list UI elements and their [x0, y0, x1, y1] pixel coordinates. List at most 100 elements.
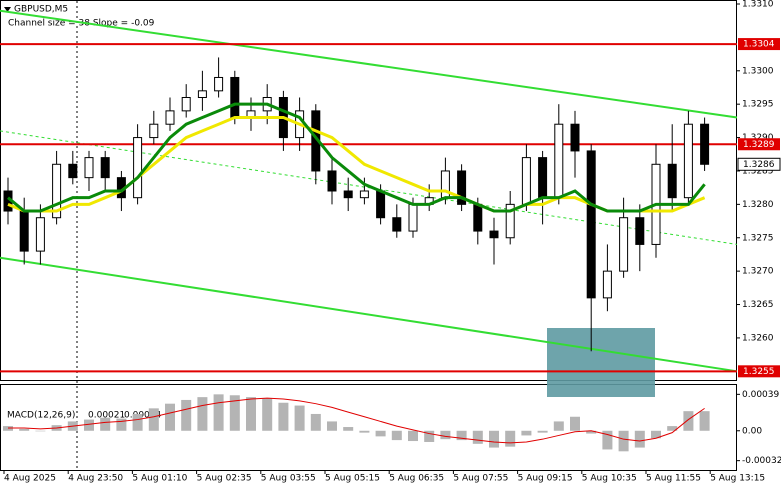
candle-body	[359, 190, 369, 199]
macd-bar	[148, 408, 159, 431]
macd-bar	[440, 430, 451, 440]
candle-body	[505, 203, 515, 239]
last-price-box	[737, 157, 781, 171]
macd-bar	[359, 430, 370, 433]
y-tick-label: 1.3270	[742, 267, 774, 277]
macd-bar	[35, 430, 46, 432]
candle-body	[667, 163, 677, 199]
macd-title: MACD(12,26,9)	[7, 411, 75, 421]
candle-body	[683, 123, 693, 199]
macd-bar	[84, 419, 94, 431]
x-tick-label: 5 Aug 11:55	[646, 474, 701, 484]
level-label-box	[738, 138, 780, 151]
macd-bar	[278, 402, 289, 431]
channel-line	[0, 130, 738, 245]
x-tick-label: 5 Aug 03:55	[261, 474, 316, 484]
moving-average	[7, 102, 706, 213]
candle-body	[602, 270, 612, 299]
y-tick-label: 1.3265	[742, 300, 774, 310]
macd-bar	[100, 417, 111, 431]
candle-body	[343, 190, 353, 199]
x-tick-label: 5 Aug 10:35	[582, 474, 637, 484]
y-tick-label: -0.00032	[742, 456, 781, 466]
level-label: 1.3255	[743, 367, 775, 377]
y-tick-label: 1.3280	[742, 200, 774, 210]
macd-bar	[424, 430, 435, 442]
candle-body	[376, 190, 386, 219]
candle-body	[554, 123, 564, 199]
x-tick-label: 5 Aug 13:15	[710, 474, 765, 484]
macd-bar	[165, 403, 175, 431]
macd-bar	[634, 430, 645, 448]
level-label-box	[738, 38, 780, 51]
x-tick-label: 5 Aug 07:55	[453, 474, 508, 484]
macd-bar	[181, 399, 192, 431]
macd-bar	[343, 427, 354, 431]
macd-bar	[521, 430, 532, 436]
candle-body	[586, 150, 596, 299]
macd-bar	[602, 430, 613, 450]
macd-bar	[699, 411, 710, 431]
candle-body	[84, 157, 94, 179]
y-tick-label: 1.3300	[742, 66, 774, 76]
candle-body	[473, 203, 483, 232]
x-tick-label: 4 Aug 23:50	[68, 474, 123, 484]
last-price-label: 1.3286	[743, 160, 775, 170]
candle-body	[68, 163, 78, 179]
macd-bar	[391, 430, 402, 441]
macd-bar	[667, 426, 678, 431]
macd-bar	[586, 430, 597, 434]
candle-body	[521, 157, 531, 205]
macd-bar	[683, 411, 694, 431]
candle-body	[538, 157, 548, 199]
price-frame	[0, 0, 737, 381]
candle-body	[197, 90, 207, 99]
candle-body	[619, 217, 629, 272]
candle-body	[635, 217, 645, 245]
macd-bar	[327, 421, 337, 431]
y-tick-label: 1.3285	[742, 166, 774, 176]
macd-bar	[456, 430, 467, 441]
chart-title: GBPUSD,M5	[14, 5, 68, 15]
y-tick-label: 1.3310	[742, 0, 774, 10]
chart-subtitle: Channel size = 38 Slope = -0.09	[8, 19, 155, 29]
macd-bar	[537, 430, 548, 433]
candle-body	[570, 123, 580, 152]
x-tick-label: 5 Aug 01:10	[132, 474, 187, 484]
macd-bar	[375, 430, 386, 437]
macd-bar	[310, 413, 321, 431]
level-label: 1.3304	[743, 40, 775, 50]
macd-value: 0.00021	[88, 411, 125, 421]
highlight-zone	[547, 328, 655, 397]
level-label: 1.3289	[743, 140, 775, 150]
macd-bar	[651, 430, 661, 439]
macd-bar	[294, 405, 305, 431]
macd-bar	[213, 394, 224, 431]
candle-body	[457, 170, 467, 205]
y-tick-label: 1.3295	[742, 100, 774, 110]
candle-body	[149, 123, 159, 139]
candle-body	[35, 217, 45, 252]
macd-bar	[229, 395, 240, 431]
signal-line	[8, 397, 705, 444]
symbol-arrow	[4, 7, 11, 12]
candle-body	[408, 203, 418, 232]
macd-bar	[489, 430, 499, 448]
macd-bar	[246, 397, 256, 431]
candle-body	[489, 230, 499, 239]
candle-body	[52, 163, 62, 219]
y-tick-label: 1.3260	[742, 333, 774, 343]
x-tick-label: 5 Aug 06:35	[389, 474, 444, 484]
x-tick-label: 5 Aug 09:15	[518, 474, 573, 484]
x-tick-label: 5 Aug 05:15	[325, 474, 380, 484]
channel-line	[0, 9, 738, 119]
macd-bar	[197, 397, 208, 431]
macd-frame	[0, 384, 737, 471]
y-tick-label: 1.3275	[742, 233, 774, 243]
candle-body	[100, 157, 110, 179]
y-tick-label: 0.00039	[742, 390, 779, 400]
level-label-box	[738, 365, 780, 378]
channel-line	[0, 256, 738, 373]
